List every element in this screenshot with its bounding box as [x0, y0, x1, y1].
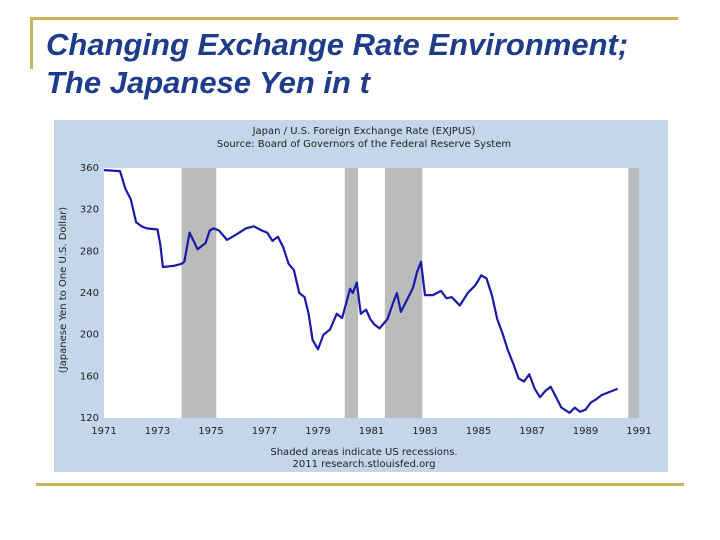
chart-subtitle: Source: Board of Governors of the Federa…	[217, 139, 511, 150]
x-tick-label: 1991	[626, 426, 651, 437]
recession-bands	[181, 168, 639, 418]
chart-source-footnote: 2011 research.stlouisfed.org	[292, 459, 435, 470]
chart-panel: Japan / U.S. Foreign Exchange Rate (EXJP…	[54, 120, 668, 472]
slide-title: Changing Exchange Rate Environment; The …	[46, 27, 629, 100]
y-tick-label: 120	[80, 413, 99, 424]
y-tick-label: 200	[80, 330, 99, 341]
x-tick-label: 1987	[519, 426, 544, 437]
y-tick-labels: 120 160 200 240 280 320 360	[80, 163, 99, 424]
x-tick-label: 1973	[145, 426, 170, 437]
footer-rule	[36, 483, 684, 486]
x-tick-label: 1979	[305, 426, 330, 437]
exchange-rate-chart: Japan / U.S. Foreign Exchange Rate (EXJP…	[58, 126, 652, 470]
x-tick-label: 1983	[412, 426, 437, 437]
x-tick-label: 1985	[466, 426, 491, 437]
x-tick-labels: 1971 1973 1975 1977 1979 1981 1983 1985 1987 1989…	[91, 426, 651, 437]
chart-title: Japan / U.S. Foreign Exchange Rate (EXJP…	[252, 126, 476, 137]
recession-band-2	[344, 168, 359, 418]
y-tick-label: 240	[80, 288, 99, 299]
x-tick-label: 1977	[252, 426, 277, 437]
title-rule-top	[30, 17, 678, 20]
y-tick-label: 320	[80, 205, 99, 216]
x-tick-label: 1989	[573, 426, 598, 437]
series-line-exjpus	[103, 169, 619, 414]
y-tick-label: 280	[80, 246, 99, 257]
x-tick-label: 1975	[198, 426, 223, 437]
recession-band-4	[628, 168, 639, 418]
x-tick-label: 1981	[359, 426, 384, 437]
x-tick-label: 1971	[91, 426, 116, 437]
y-tick-label: 360	[80, 163, 99, 174]
chart-footnote: Shaded areas indicate US recessions.	[270, 447, 457, 458]
y-axis-label: (Japanese Yen to One U.S. Dollar)	[58, 207, 69, 374]
title-rule-left	[30, 17, 33, 69]
recession-band-3	[384, 168, 423, 418]
y-tick-label: 160	[80, 371, 99, 382]
recession-band-1	[181, 168, 217, 418]
